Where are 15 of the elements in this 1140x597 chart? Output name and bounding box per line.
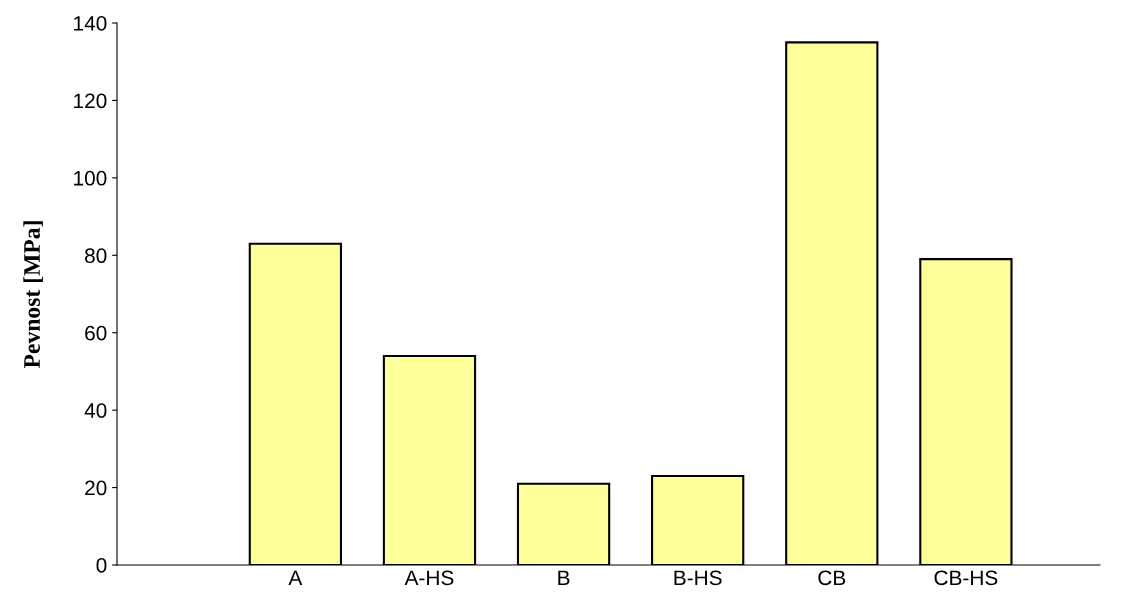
- y-tick-label: 40: [84, 403, 107, 418]
- y-tick-label: 0: [96, 558, 107, 573]
- y-tick-label: 120: [74, 93, 107, 109]
- y-axis-title: Pevnost [MPa]: [23, 221, 43, 369]
- x-tick-label: B: [558, 570, 570, 585]
- y-tick-label: 60: [85, 325, 107, 341]
- x-tick-label: A: [288, 570, 303, 585]
- x-tick-label: B-HS: [674, 570, 722, 586]
- x-tick-label: A-HS: [404, 570, 454, 586]
- y-tick-label: 100: [74, 170, 107, 186]
- y-tick-label: 80: [85, 248, 107, 264]
- y-tick-label: 20: [85, 480, 107, 496]
- x-tick-label: CB-HS: [934, 570, 998, 586]
- x-tick-label: CB: [818, 570, 846, 586]
- y-tick-label: 140: [74, 16, 107, 31]
